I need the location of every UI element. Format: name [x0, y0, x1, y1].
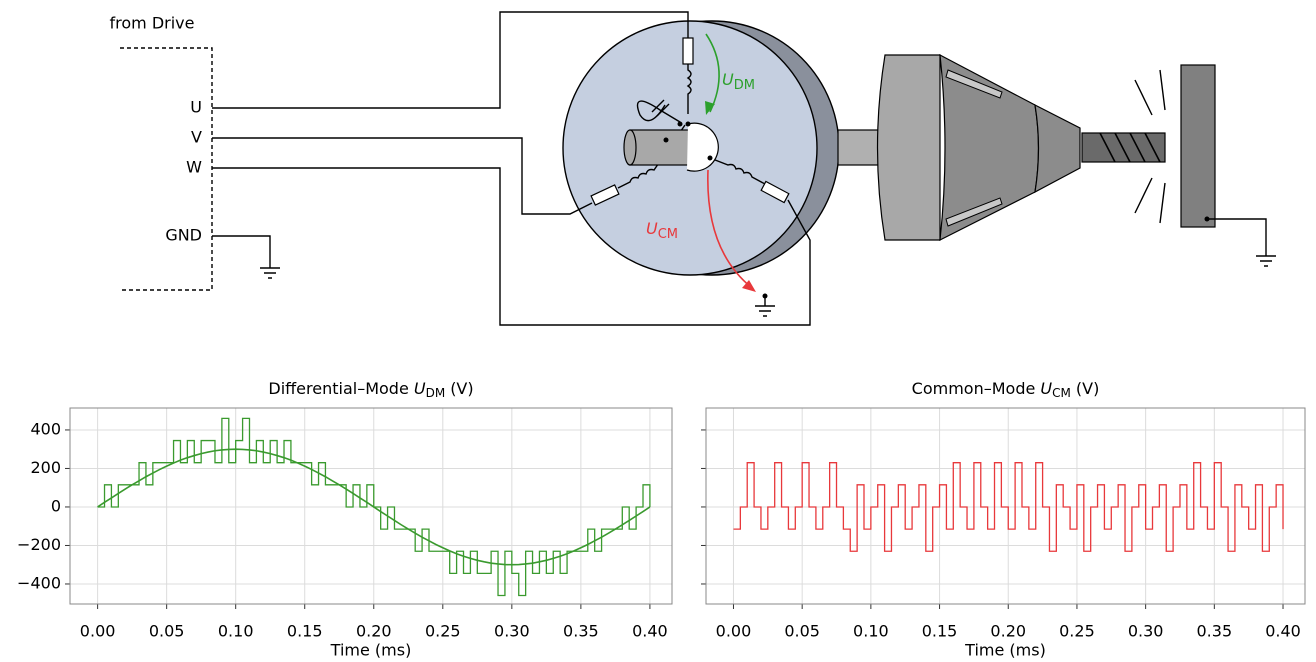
dm-subscript: DM: [734, 78, 755, 93]
series-line: [733, 462, 1284, 552]
y-tick-label: −200: [17, 535, 61, 554]
cm-arrow: [707, 169, 753, 289]
drive-label: from Drive: [110, 14, 195, 33]
coupling-slot: [945, 69, 1003, 227]
node: [762, 293, 768, 299]
x-tick-label: 0.00: [716, 622, 752, 641]
ground-symbol: [212, 235, 280, 279]
plot-frame: [705, 407, 1306, 605]
x-tick-label: 0.20: [356, 622, 392, 641]
title-text: Differential–Mode: [268, 379, 408, 398]
ground-label: GND: [165, 226, 202, 245]
y-tick-label: 0: [51, 496, 61, 515]
plot-frame: [69, 407, 673, 605]
wire-u: [212, 11, 689, 109]
coupling-cylinder: [876, 54, 941, 241]
dm-arrowhead: [705, 101, 715, 115]
x-tick-label: 0.35: [1197, 622, 1233, 641]
screw-thread: [1099, 132, 1161, 163]
cm-subscript: CM: [658, 227, 678, 242]
node: [677, 121, 683, 127]
title-unit: (V): [1076, 379, 1099, 398]
x-tick-label: 0.30: [1128, 622, 1164, 641]
screw: [1081, 132, 1166, 163]
spark-lines: [1134, 69, 1166, 224]
title-subscript: DM: [426, 386, 446, 400]
cm-symbol: U: [646, 219, 658, 238]
x-tick-label: 0.15: [287, 622, 323, 641]
coupling-tip: [1034, 103, 1081, 194]
x-tick-label: 0.25: [1059, 622, 1095, 641]
x-tick-label: 0.30: [494, 622, 530, 641]
title-symbol: U: [414, 379, 426, 398]
capacitor-lead: [636, 100, 681, 123]
ground-symbol: [1207, 218, 1276, 267]
diagram: from Drive U V W GND UDM UCM: [110, 11, 1276, 326]
dm-label: UDM: [722, 70, 755, 93]
cm-label: UCM: [646, 219, 678, 242]
node: [685, 121, 691, 127]
resistor: [682, 37, 694, 65]
y-tick-label: −400: [17, 573, 61, 592]
x-tick-label: 0.10: [853, 622, 889, 641]
title-symbol: U: [1040, 379, 1052, 398]
chart-title: Common–Mode UCM (V): [912, 379, 1100, 400]
title-subscript: CM: [1052, 386, 1071, 400]
coupling-cone: [939, 53, 1040, 242]
x-axis-label: Time (ms): [330, 641, 412, 660]
phase-label: U: [190, 98, 202, 117]
node: [707, 155, 713, 161]
chart-title: Differential–Mode UDM (V): [268, 379, 473, 400]
plate: [1180, 64, 1216, 228]
title-text: Common–Mode: [912, 379, 1036, 398]
wire-w: [212, 167, 811, 326]
y-tick-label: 200: [30, 458, 61, 477]
wire-v: [212, 137, 593, 215]
cm-arrowhead: [742, 280, 756, 292]
drive-bracket: [120, 47, 213, 291]
rotor-end: [623, 129, 637, 166]
series-line: [97, 448, 651, 566]
x-axis-label: Time (ms): [964, 641, 1046, 660]
x-tick-label: 0.05: [784, 622, 820, 641]
x-tick-label: 0.20: [990, 622, 1026, 641]
y-tick-label: 400: [30, 419, 61, 438]
charts: 0.00 0.05 0.10 0.15 0.20 0.25 0.30 0.35 0.40 −400…: [17, 379, 1306, 660]
resistor: [590, 184, 620, 206]
x-tick-label: 0.05: [149, 622, 185, 641]
x-tick-label: 0.00: [80, 622, 116, 641]
x-tick-label: 0.35: [563, 622, 599, 641]
x-tick-label: 0.10: [218, 622, 254, 641]
capacitor: [651, 99, 670, 117]
ground-symbol: [755, 296, 775, 317]
x-tick-label: 0.15: [922, 622, 958, 641]
dm-symbol: U: [722, 70, 734, 89]
node: [663, 137, 669, 143]
x-tick-label: 0.25: [425, 622, 461, 641]
x-tick-label: 0.40: [632, 622, 668, 641]
phase-label: V: [191, 128, 202, 147]
title-unit: (V): [450, 379, 473, 398]
resistor: [760, 180, 790, 204]
windings: [617, 64, 766, 189]
phase-label: W: [186, 158, 202, 177]
x-tick-label: 0.40: [1265, 622, 1301, 641]
